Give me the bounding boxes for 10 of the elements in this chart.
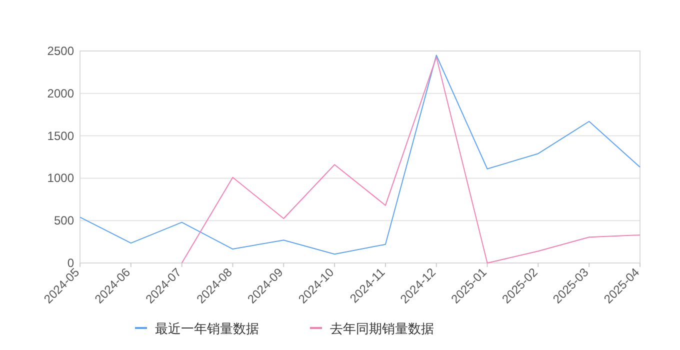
y-tick-label: 1500 [47, 128, 74, 143]
y-tick-label: 0 [67, 256, 74, 270]
y-tick-label: 500 [54, 214, 74, 228]
legend-label: 去年同期销量数据 [330, 321, 434, 336]
y-tick-label: 1000 [47, 171, 74, 186]
legend-label: 最近一年销量数据 [155, 321, 259, 336]
line-series [80, 54, 640, 255]
y-tick-label: 2000 [47, 86, 74, 100]
y-tick-label: 2500 [47, 44, 74, 58]
line-series [181, 56, 640, 264]
